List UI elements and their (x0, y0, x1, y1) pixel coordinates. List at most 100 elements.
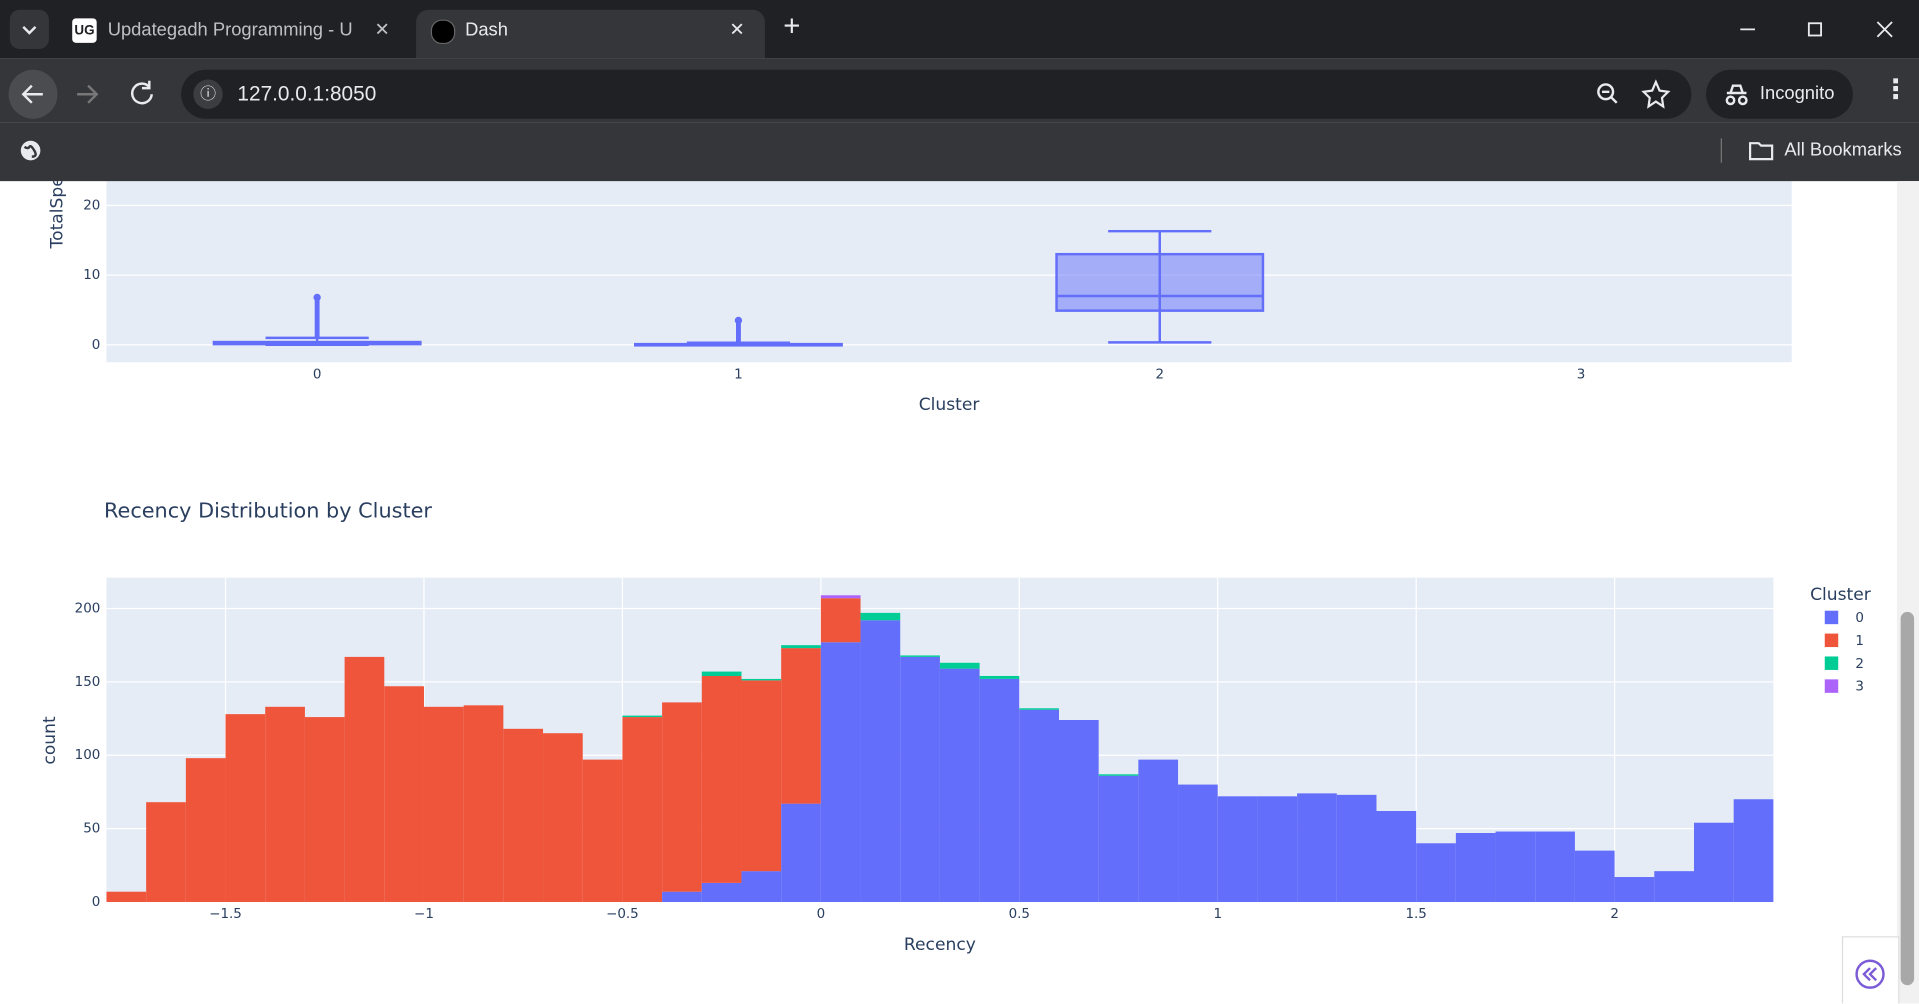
histogram-bar (662, 702, 702, 892)
all-bookmarks[interactable]: All Bookmarks (1784, 139, 1902, 161)
legend-title: Cluster (1810, 585, 1872, 605)
x-tick-label: 1 (734, 367, 743, 382)
histogram-bar (1416, 843, 1456, 902)
histogram-bar (1495, 831, 1536, 902)
histogram-bar (543, 733, 583, 902)
histogram-bar (900, 655, 940, 657)
histogram-bar (741, 678, 782, 681)
histogram-bar (741, 680, 782, 872)
histogram-bar (622, 717, 663, 902)
histogram-bar (1693, 822, 1734, 902)
scrollbar[interactable] (1896, 181, 1919, 1004)
x-tick-label: 2 (1155, 367, 1164, 382)
x-tick-label: −1 (414, 907, 434, 922)
debug-toggle[interactable] (1841, 936, 1900, 1004)
histogram-bar (820, 595, 861, 599)
menu[interactable]: ⋮ (1882, 73, 1910, 105)
histogram-bar (1376, 810, 1417, 902)
histogram-bar (622, 715, 663, 718)
tab-active[interactable]: Dash ✕ (416, 9, 765, 59)
histogram-bar (463, 705, 504, 902)
legend-label: 2 (1855, 657, 1864, 672)
x-tick-label: 0 (817, 907, 826, 922)
histogram-bar (701, 675, 742, 883)
y-tick-label: 0 (92, 895, 101, 910)
histogram-bar (820, 598, 861, 643)
histogram-bar (1178, 784, 1218, 902)
histogram-bar (979, 678, 1020, 902)
tab-search[interactable] (9, 9, 49, 49)
histogram-bar (1336, 794, 1377, 902)
histogram-bar (662, 891, 702, 902)
histogram-bar (1574, 850, 1615, 902)
x-tick-label: 1.5 (1405, 907, 1426, 922)
histogram-bar (582, 759, 623, 902)
histogram-bar (1217, 796, 1258, 902)
histogram-bar (979, 675, 1020, 679)
apps-icon[interactable] (17, 137, 44, 164)
histogram-bar (1058, 720, 1099, 902)
y-tick-label: 150 (75, 675, 101, 690)
histogram-bar (1614, 877, 1655, 902)
tab-title: Updategadh Programming - Up (107, 19, 353, 41)
y-axis-title: TotalSpe (48, 176, 68, 249)
histogram-bar (860, 620, 901, 902)
back-button[interactable] (8, 69, 58, 119)
legend-label: 0 (1855, 611, 1864, 626)
legend-swatch (1824, 633, 1839, 648)
legend-label: 1 (1855, 634, 1864, 649)
y-tick-label: 200 (75, 601, 101, 616)
histogram-bar (741, 871, 782, 902)
x-tick-label: −0.5 (606, 907, 639, 922)
profile[interactable]: Incognito (1706, 69, 1853, 119)
y-axis-title: count (40, 716, 60, 765)
histogram-bar (185, 758, 226, 902)
histogram-bar (701, 882, 742, 902)
tab-title: Dash (465, 19, 508, 41)
histogram-bar (1654, 871, 1694, 902)
histogram-bar (1019, 709, 1059, 902)
histogram-bar (1098, 774, 1139, 776)
window-controls[interactable] (1726, 12, 1910, 49)
histogram-bar (781, 803, 821, 902)
histogram-bar (503, 728, 544, 902)
histogram-bar (939, 668, 980, 902)
histogram-bar (344, 656, 385, 902)
histogram-bar (1138, 759, 1179, 902)
histogram-bar (1455, 833, 1496, 902)
tab[interactable]: UG Updategadh Programming - Up ✕ (61, 10, 410, 59)
y-tick-label: 0 (92, 338, 101, 353)
x-tick-label: 3 (1577, 367, 1586, 382)
profile-label: Incognito (1759, 83, 1835, 105)
x-tick-label: −1.5 (209, 907, 242, 922)
histogram-bar (1733, 799, 1774, 902)
histogram-bar (106, 891, 147, 902)
nav-buttons[interactable] (64, 70, 174, 119)
x-axis-title: Recency (904, 935, 976, 955)
url: 127.0.0.1:8050 (237, 81, 377, 106)
y-tick-label: 50 (83, 822, 100, 837)
toolbar: ⓘ 127.0.0.1:8050 Incognito ⋮ (0, 58, 1919, 123)
histogram-bar (1257, 796, 1298, 902)
x-tick-label: 1 (1213, 907, 1222, 922)
y-tick-label: 20 (83, 198, 100, 213)
chart-title: Recency Distribution by Cluster (104, 499, 432, 523)
histogram-bar (1297, 793, 1337, 902)
x-tick-label: 0.5 (1009, 907, 1030, 922)
y-tick-label: 100 (75, 748, 101, 763)
x-tick-label: 2 (1610, 907, 1619, 922)
histogram-bar (900, 656, 940, 902)
histogram-bar (820, 642, 861, 902)
box (1055, 252, 1265, 312)
outlier-point (313, 293, 321, 302)
histogram-bar (225, 714, 266, 902)
histogram-bar (384, 686, 424, 902)
histogram-bar (781, 648, 821, 804)
histogram-bar (1098, 775, 1139, 902)
histogram-bar (781, 645, 821, 649)
address-bar[interactable]: ⓘ 127.0.0.1:8050 (181, 69, 1692, 119)
histogram-bar (423, 706, 464, 902)
new-tab[interactable]: + (783, 9, 801, 43)
x-tick-label: 0 (313, 367, 322, 382)
bookmarks-bar: All Bookmarks (0, 122, 1919, 182)
